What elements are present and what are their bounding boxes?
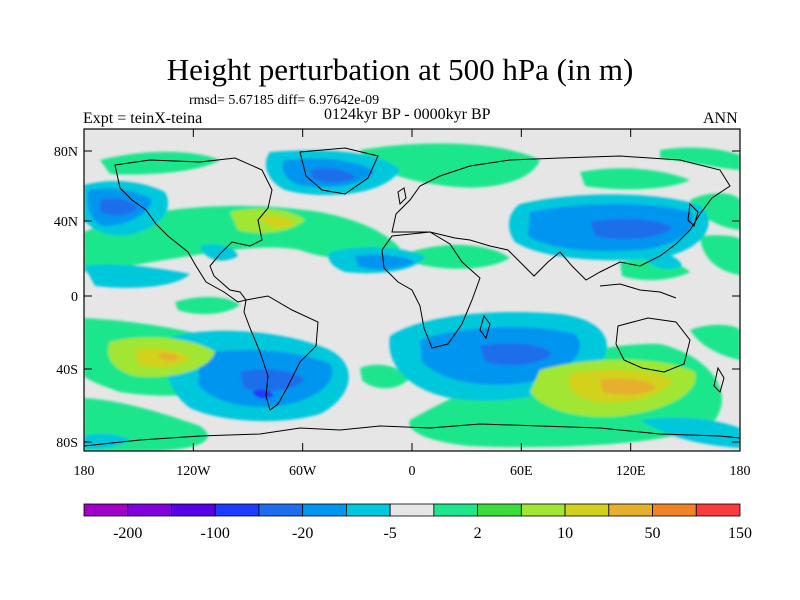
stats-label: rmsd= 5.67185 diff= 6.97642e-09 (189, 93, 380, 108)
contour-band-negative (200, 244, 238, 261)
contour-core-positive (260, 215, 294, 228)
colorbar-swatch (477, 503, 522, 517)
colorbar-label: -5 (383, 525, 396, 542)
coastlines (84, 147, 740, 447)
contour-core-negative (252, 389, 274, 399)
lat-tick-label: 40N (54, 215, 78, 230)
contour-band-negative (640, 251, 682, 270)
contour-band-positive (84, 205, 400, 272)
colorbar-swatch (302, 503, 347, 517)
season-label: ANN (703, 110, 738, 127)
colorbar-swatch (214, 503, 260, 517)
coastline-eurasia (391, 155, 731, 281)
contour-band-negative (84, 264, 190, 288)
coastline-greenland (299, 147, 379, 195)
colorbar-swatch (608, 503, 653, 517)
lon-tick-label: 180 (730, 464, 751, 479)
lon-tick-label: 60E (510, 464, 533, 479)
contour-core-negative (480, 343, 552, 366)
colorbar-swatch (389, 503, 435, 517)
contour-core-negative (100, 198, 138, 216)
colorbar-swatch (171, 503, 216, 517)
coastline-madagascar (479, 314, 491, 340)
colorbar-swatch (83, 503, 129, 517)
contour-band-negative (640, 417, 740, 448)
period-label: 0124kyr BP - 0000kyr BP (324, 106, 491, 123)
coastline-africa (381, 231, 481, 349)
lat-tick-label: 40S (56, 363, 78, 378)
contour-band-positive (700, 235, 740, 275)
contour-core-positive (158, 353, 180, 361)
contour-band-positive (360, 143, 540, 188)
lat-tick-label: 80S (56, 436, 78, 451)
latitude-axis: 80N 40N 0 40S 80S (54, 145, 740, 451)
lon-tick-label: 180 (74, 464, 95, 479)
colorbar-label: -20 (292, 525, 313, 542)
lon-tick-label: 120E (616, 464, 646, 479)
colorbar-label: 50 (645, 525, 661, 542)
contour-band-positive (580, 168, 690, 190)
colorbar-label: 2 (474, 525, 482, 542)
coastline-japan (687, 202, 699, 227)
colorbar-label: -100 (201, 525, 230, 542)
colorbar: -200 -100 -20 -5 2 10 50 150 (83, 503, 752, 542)
lon-tick-label: 120W (176, 464, 211, 479)
colorbar-label: -200 (113, 525, 142, 542)
contour-band-positive (690, 193, 740, 230)
colorbar-swatch (564, 503, 610, 517)
contour-core-positive (600, 378, 656, 395)
colorbar-swatch (433, 503, 479, 517)
contour-band-negative-mid (355, 254, 415, 270)
contour-band-positive (360, 364, 408, 389)
coastline-new-zealand (713, 366, 725, 393)
colorbar-swatch (345, 503, 391, 517)
contour-core-negative (310, 168, 356, 183)
coastline-antarctica (84, 423, 740, 447)
colorbar-swatch (127, 503, 172, 517)
colorbar-label: 10 (557, 525, 573, 542)
plot-area (84, 129, 740, 451)
coastline-uk (397, 187, 407, 206)
contour-band-positive (690, 324, 740, 360)
lat-tick-label: 80N (54, 145, 78, 160)
lon-tick-label: 60W (289, 464, 317, 479)
coastline-south-america (243, 295, 319, 411)
coastline-north-america (114, 157, 273, 303)
contour-band-positive (410, 244, 510, 269)
colorbar-swatch (652, 503, 697, 517)
contour-band-positive (100, 151, 220, 175)
contour-core-negative (240, 369, 305, 392)
contour-fields (84, 143, 740, 451)
lat-tick-label: 0 (71, 290, 78, 305)
map-title: Height perturbation at 500 hPa (in m) (166, 52, 634, 87)
colorbar-label: 150 (728, 525, 752, 542)
coastline-indonesia (599, 283, 677, 299)
contour-core-negative (590, 218, 672, 240)
contour-band-positive (660, 147, 740, 170)
lon-tick-label: 0 (409, 464, 416, 479)
colorbar-swatch (695, 503, 741, 517)
contour-band-positive (175, 296, 240, 315)
colorbar-swatch (520, 503, 566, 517)
longitude-axis: 180 120W 60W 0 60E 120E 180 (74, 129, 751, 479)
experiment-label: Expt = teinX-teina (83, 110, 203, 127)
coastline-australia (615, 317, 691, 373)
colorbar-swatch (258, 503, 304, 517)
